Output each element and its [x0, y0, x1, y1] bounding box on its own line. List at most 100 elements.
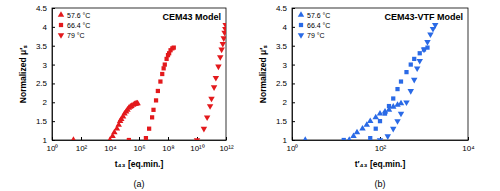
- x-tick-label: 10⁰: [287, 144, 299, 153]
- data-point: [391, 96, 395, 100]
- data-point: [395, 87, 399, 91]
- y-tick-mark: [292, 140, 295, 141]
- x-tick-label: 10²: [375, 144, 387, 153]
- data-point: [377, 138, 383, 140]
- y-tick: 2: [43, 98, 55, 107]
- y-axis: 11.522.533.544.5: [276, 4, 295, 145]
- y-tick-label: 3.5: [36, 42, 48, 51]
- legend-marker: [58, 33, 64, 39]
- x-tick: 10⁶: [133, 137, 145, 153]
- data-point: [399, 79, 403, 83]
- y-tick: 4.5: [276, 4, 295, 13]
- x-tick-label: 10¹⁰: [190, 144, 205, 153]
- y-tick: 3.5: [36, 42, 55, 51]
- legend-label: 57.6 °C: [307, 12, 330, 19]
- chart-title: CEM43 Model: [162, 12, 221, 22]
- y-tick-mark: [292, 121, 295, 122]
- y-tick-label: 4.5: [276, 4, 288, 13]
- legend: 57.6 °C66.4 °C79 °C: [58, 11, 91, 38]
- figure: 10⁰10²10⁴10⁶10⁸10¹⁰10¹²11.522.533.544.5C…: [0, 0, 500, 191]
- y-tick-mark: [52, 102, 55, 103]
- data-point: [427, 33, 433, 39]
- y-tick: 1.5: [276, 117, 295, 126]
- y-tick-mark: [52, 140, 55, 141]
- legend-label: 79 °C: [67, 32, 85, 39]
- data-point: [421, 48, 427, 54]
- legend-marker: [299, 23, 303, 27]
- data-point: [134, 100, 140, 106]
- legend-marker: [58, 11, 64, 17]
- x-axis: 10⁰ 10² 10⁴: [287, 137, 476, 153]
- data-point: [385, 134, 391, 140]
- data-point: [127, 138, 131, 140]
- y-tick: 1: [43, 136, 55, 145]
- x-tick-label: 10¹²: [219, 144, 234, 153]
- data-point: [342, 138, 346, 140]
- x-tick-label: 10⁶: [133, 144, 145, 153]
- x-axis-line: [293, 140, 469, 141]
- data-point: [218, 48, 224, 54]
- data-point: [215, 65, 221, 71]
- x-tick-label: 10²: [76, 144, 88, 153]
- y-tick-label: 3: [43, 61, 48, 70]
- x-tick: 10²: [76, 137, 88, 153]
- data-point: [207, 104, 213, 110]
- points: [302, 23, 438, 140]
- y-tick-label: 2.5: [276, 79, 288, 88]
- data-point: [156, 89, 160, 93]
- data-point: [394, 119, 400, 125]
- y-tick-label: 4.5: [36, 4, 48, 13]
- legend-label: 79 °C: [307, 32, 325, 39]
- data-point: [417, 59, 423, 65]
- x-tick: 10⁴: [462, 137, 475, 153]
- x-tick-mark: [139, 137, 140, 140]
- y-tick: 3: [43, 61, 55, 70]
- points: [70, 23, 226, 140]
- data-point: [211, 85, 217, 91]
- data-point: [411, 78, 417, 84]
- data-point: [404, 70, 408, 74]
- data-point: [302, 136, 308, 140]
- data-point: [368, 136, 372, 140]
- data-point: [201, 127, 207, 133]
- data-point: [217, 55, 223, 61]
- data-point: [377, 110, 383, 116]
- y-tick-label: 1.5: [276, 117, 288, 126]
- y-tick-mark: [292, 83, 295, 84]
- data-point: [222, 23, 226, 29]
- data-point: [147, 127, 151, 131]
- data-point: [70, 136, 76, 140]
- data-point: [412, 57, 416, 61]
- y-tick-label: 1: [43, 136, 48, 145]
- y-tick-mark: [52, 8, 55, 9]
- x-tick: 10¹⁰: [190, 137, 205, 153]
- y-tick: 2: [283, 98, 295, 107]
- chart-title: CEM43-VTF Model: [384, 12, 463, 22]
- y-tick: 4: [43, 23, 55, 32]
- y-tick-mark: [292, 27, 295, 28]
- y-tick-label: 1.5: [36, 117, 48, 126]
- data-point: [220, 42, 226, 48]
- data-point: [398, 100, 404, 106]
- data-point: [378, 119, 382, 123]
- data-point: [134, 100, 140, 106]
- plot-frame: [292, 8, 468, 140]
- y-tick-label: 1: [283, 136, 288, 145]
- legend-label: 66.4 °C: [307, 22, 330, 29]
- data-point: [432, 23, 438, 29]
- x-tick-mark: [168, 137, 169, 140]
- panel: 10⁰10²10⁴10⁶10⁸10¹⁰10¹²11.522.533.544.5C…: [18, 4, 234, 189]
- data-point: [221, 36, 226, 42]
- y-tick: 3: [283, 61, 295, 70]
- data-point: [367, 117, 373, 123]
- y-tick-label: 3: [283, 61, 288, 70]
- y-tick: 2.5: [36, 79, 55, 88]
- data-point: [150, 115, 154, 119]
- x-tick-mark: [226, 137, 227, 140]
- y-tick-mark: [292, 65, 295, 66]
- y-tick-label: 2: [283, 98, 288, 107]
- data-point: [172, 45, 176, 49]
- data-point: [164, 57, 168, 61]
- x-tick: 10⁴: [104, 137, 117, 153]
- data-point: [403, 100, 409, 106]
